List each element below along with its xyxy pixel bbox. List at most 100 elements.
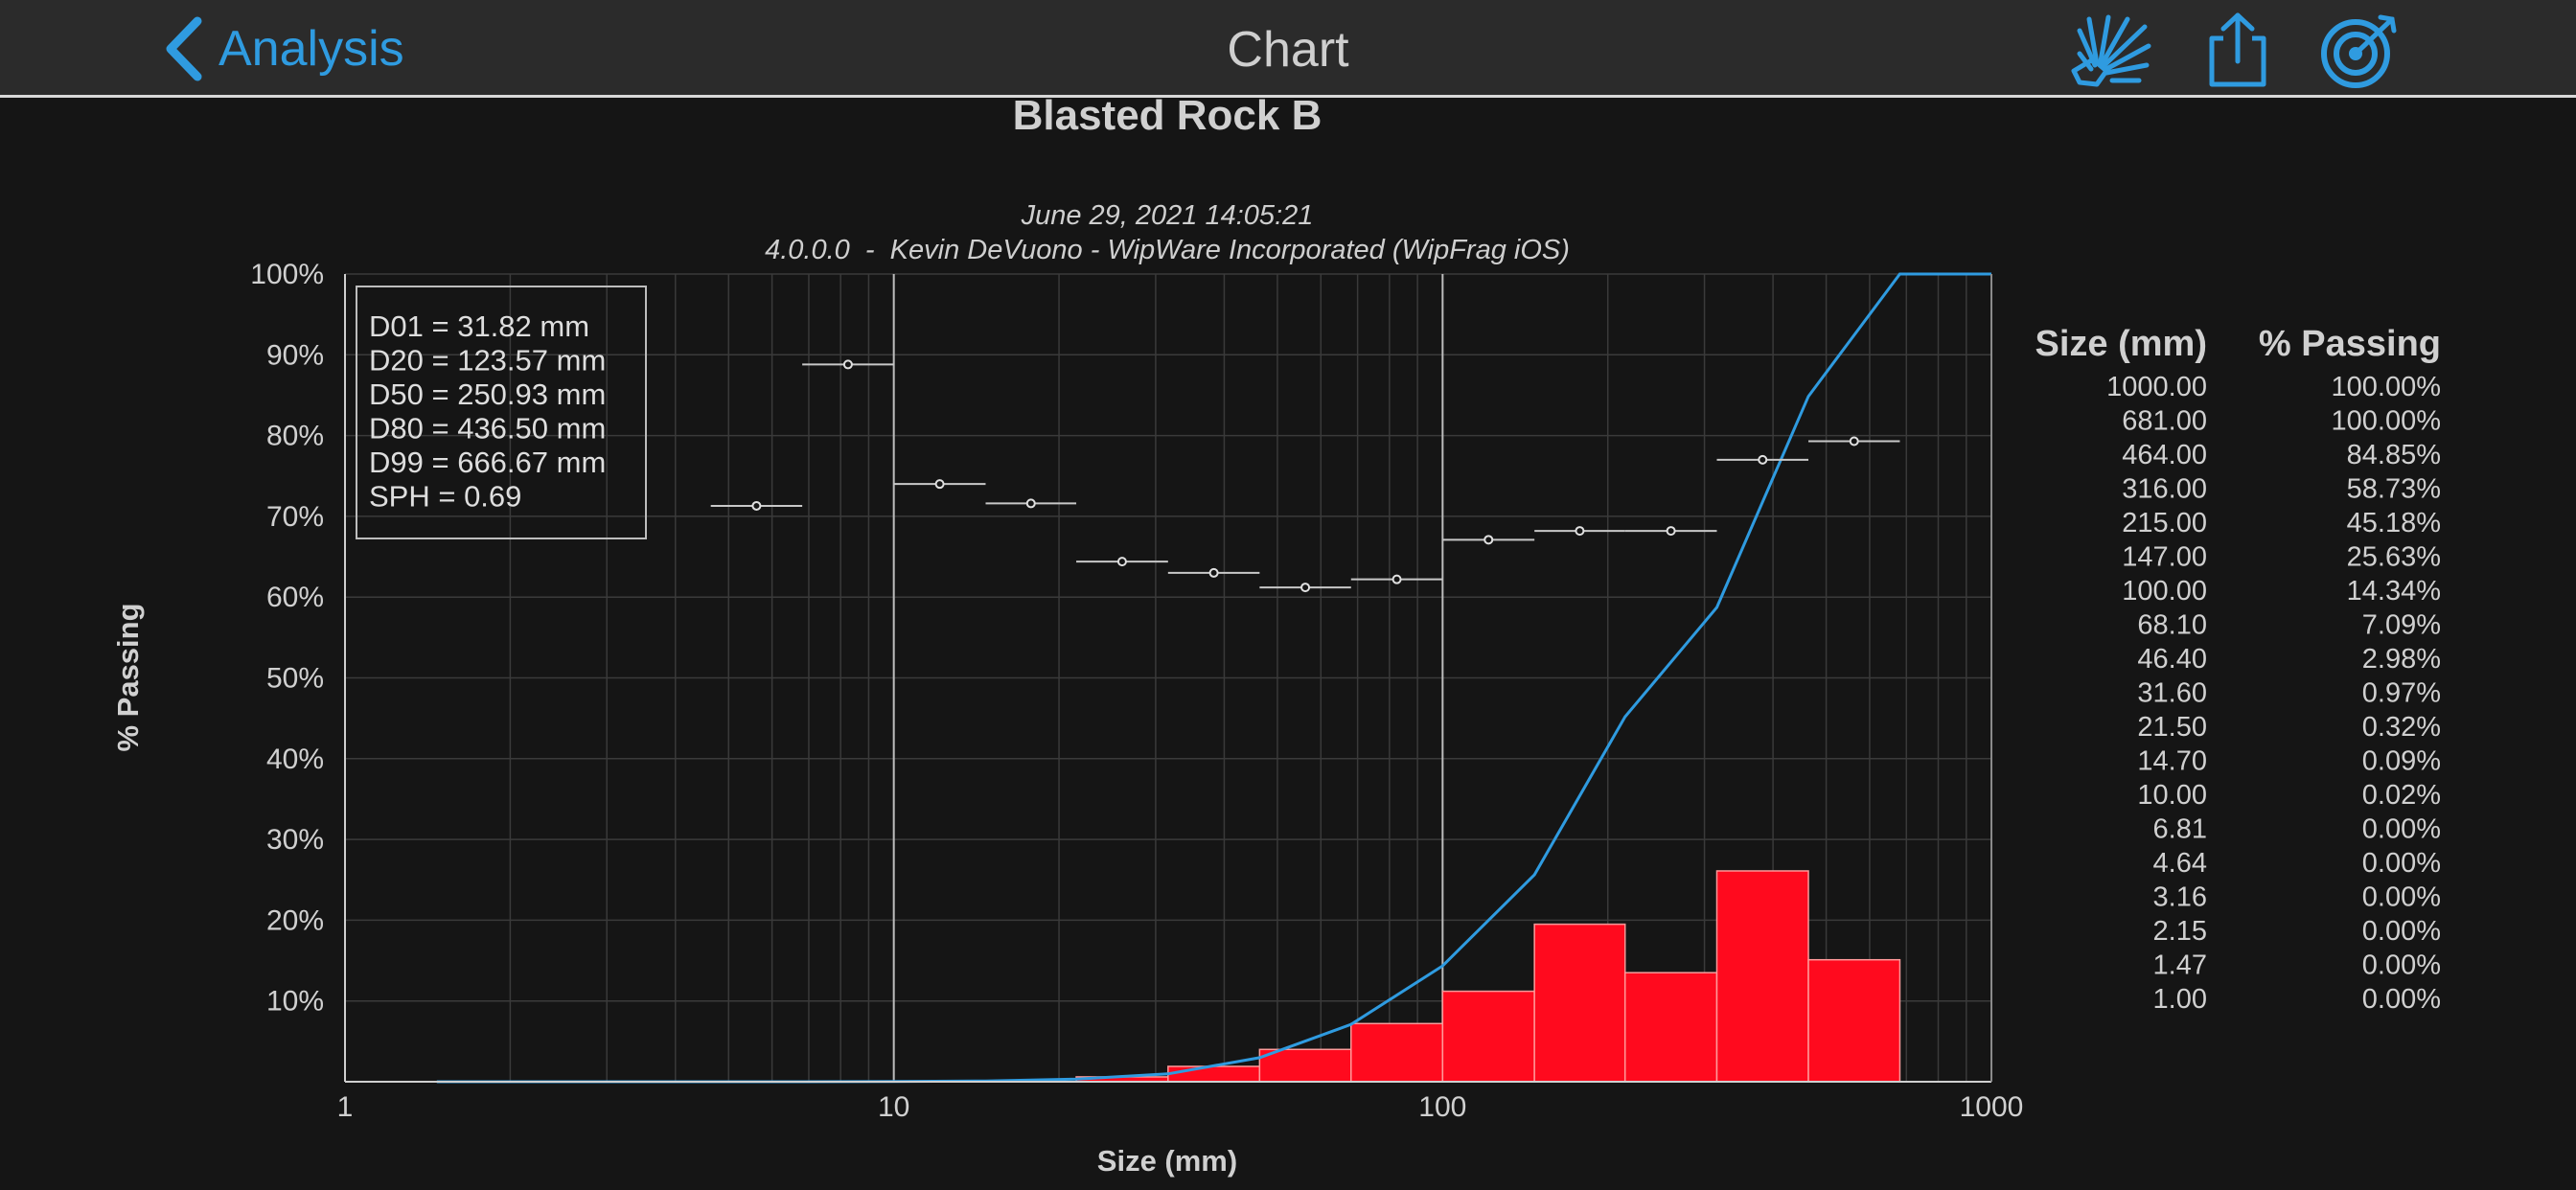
axes (344, 274, 1992, 1083)
y-tick-label: 70% (266, 501, 324, 533)
histogram-bar (1258, 1048, 1352, 1083)
shape-marker-point (1484, 535, 1494, 545)
table-cell-size: 1.47 (2153, 950, 2207, 981)
y-tick-label: 50% (266, 663, 324, 695)
y-tick-label: 90% (266, 339, 324, 371)
table-cell-passing: 0.00% (2362, 882, 2441, 913)
chart-subtitle-info: 4.0.0.0 - Kevin DeVuono - WipWare Incorp… (765, 235, 1570, 265)
table-cell-size: 1.00 (2153, 984, 2207, 1015)
histogram-bar (1441, 990, 1535, 1083)
chart-subtitle-date: June 29, 2021 14:05:21 (1021, 200, 1314, 231)
histogram-bar (1807, 958, 1901, 1083)
target-icon[interactable] (2317, 11, 2404, 88)
y-tick-label: 30% (266, 824, 324, 856)
table-cell-size: 681.00 (2122, 406, 2207, 437)
histogram-bars (1075, 870, 1901, 1083)
histogram-bar (1715, 870, 1809, 1083)
navigation-bar: Analysis Chart (0, 0, 2576, 98)
back-button-label: Analysis (218, 21, 404, 77)
stats-line: D50 = 250.93 mm (369, 378, 606, 411)
table-cell-size: 316.00 (2122, 474, 2207, 505)
chart-area: Blasted Rock B June 29, 2021 14:05:21 4.… (111, 98, 2441, 1178)
table-cell-passing: 25.63% (2347, 542, 2441, 573)
shape-marker-point (934, 479, 945, 490)
table-cell-passing: 0.00% (2362, 984, 2441, 1015)
shape-marker-point (1025, 498, 1036, 509)
passing-table: Size (mm) % Passing 1000.00 100.00% 681.00 10… (2036, 324, 2441, 1015)
blast-icon[interactable] (2068, 11, 2154, 88)
y-axis-label: % Passing (111, 603, 145, 751)
table-cell-passing: 0.97% (2362, 678, 2441, 709)
table-header: Size (mm) (2036, 324, 2207, 364)
x-tick-label: 1000 (1960, 1091, 2024, 1123)
table-cell-size: 1000.00 (2106, 372, 2207, 402)
table-cell-passing: 45.18% (2347, 508, 2441, 538)
chart-title: Blasted Rock B (1013, 98, 1322, 139)
shape-marker-point (1116, 557, 1127, 567)
table-cell-passing: 100.00% (2332, 372, 2442, 402)
table-cell-size: 4.64 (2153, 848, 2207, 879)
shape-marker-point (751, 500, 762, 511)
table-cell-passing: 0.02% (2362, 780, 2441, 811)
shape-markers (710, 359, 1900, 593)
x-tick-label: 100 (1418, 1091, 1466, 1123)
table-cell-passing: 14.34% (2347, 576, 2441, 606)
table-cell-size: 21.50 (2137, 712, 2207, 743)
histogram-bar (1623, 972, 1718, 1083)
table-cell-passing: 0.00% (2362, 814, 2441, 845)
shape-marker-point (1392, 574, 1402, 584)
y-tick-label: 100% (250, 259, 324, 290)
y-tick-label: 80% (266, 421, 324, 452)
histogram-bar (1167, 1065, 1261, 1083)
table-cell-size: 100.00 (2122, 576, 2207, 606)
table-cell-passing: 0.00% (2362, 848, 2441, 879)
table-cell-passing: 7.09% (2362, 610, 2441, 641)
y-tick-label: 40% (266, 744, 324, 775)
table-cell-size: 14.70 (2137, 746, 2207, 777)
shape-marker-point (1849, 436, 1859, 446)
shape-marker-point (1300, 583, 1311, 593)
histogram-bar (1533, 923, 1626, 1083)
table-cell-size: 31.60 (2137, 678, 2207, 709)
shape-marker-point (1208, 567, 1219, 578)
y-tick-labels: 10% 20% 30% 40% 50% 60% 70% 80% 90% 100% (250, 259, 324, 1018)
table-cell-passing: 84.85% (2347, 440, 2441, 470)
table-cell-size: 10.00 (2137, 780, 2207, 811)
x-tick-label: 1 (337, 1091, 354, 1123)
table-cell-passing: 0.32% (2362, 712, 2441, 743)
table-cell-size: 46.40 (2137, 644, 2207, 675)
table-cell-size: 147.00 (2122, 542, 2207, 573)
stats-line: SPH = 0.69 (369, 480, 521, 514)
stats-line: D01 = 31.82 mm (369, 309, 589, 343)
shape-marker-point (1575, 526, 1585, 537)
x-tick-labels: 1 10 100 1000 (337, 1091, 2024, 1123)
table-cell-passing: 0.00% (2362, 916, 2441, 947)
x-axis-label: Size (mm) (1097, 1144, 1237, 1178)
y-tick-label: 60% (266, 582, 324, 613)
shape-marker-point (1758, 454, 1768, 465)
table-cell-passing: 0.09% (2362, 746, 2441, 777)
table-cell-passing: 0.00% (2362, 950, 2441, 981)
back-button[interactable]: Analysis (161, 15, 404, 82)
x-tick-label: 10 (878, 1091, 909, 1123)
table-cell-size: 464.00 (2122, 440, 2207, 470)
histogram-bar (1350, 1022, 1444, 1083)
table-cell-size: 2.15 (2153, 916, 2207, 947)
table-header: % Passing (2259, 324, 2441, 364)
stats-line: D80 = 436.50 mm (369, 412, 606, 446)
table-cell-passing: 58.73% (2347, 474, 2441, 505)
stats-line: D99 = 666.67 mm (369, 446, 606, 479)
table-cell-size: 215.00 (2122, 508, 2207, 538)
shape-marker-point (1666, 526, 1676, 537)
nav-title: Chart (1227, 22, 1349, 78)
stats-line: D20 = 123.57 mm (369, 344, 606, 378)
table-cell-passing: 2.98% (2362, 644, 2441, 675)
chevron-left-icon (166, 16, 202, 81)
table-cell-size: 68.10 (2137, 610, 2207, 641)
table-cell-passing: 100.00% (2332, 406, 2442, 437)
y-tick-label: 10% (266, 986, 324, 1018)
share-icon[interactable] (2195, 11, 2281, 88)
grid-lines (345, 273, 1991, 1082)
y-tick-label: 20% (266, 904, 324, 936)
